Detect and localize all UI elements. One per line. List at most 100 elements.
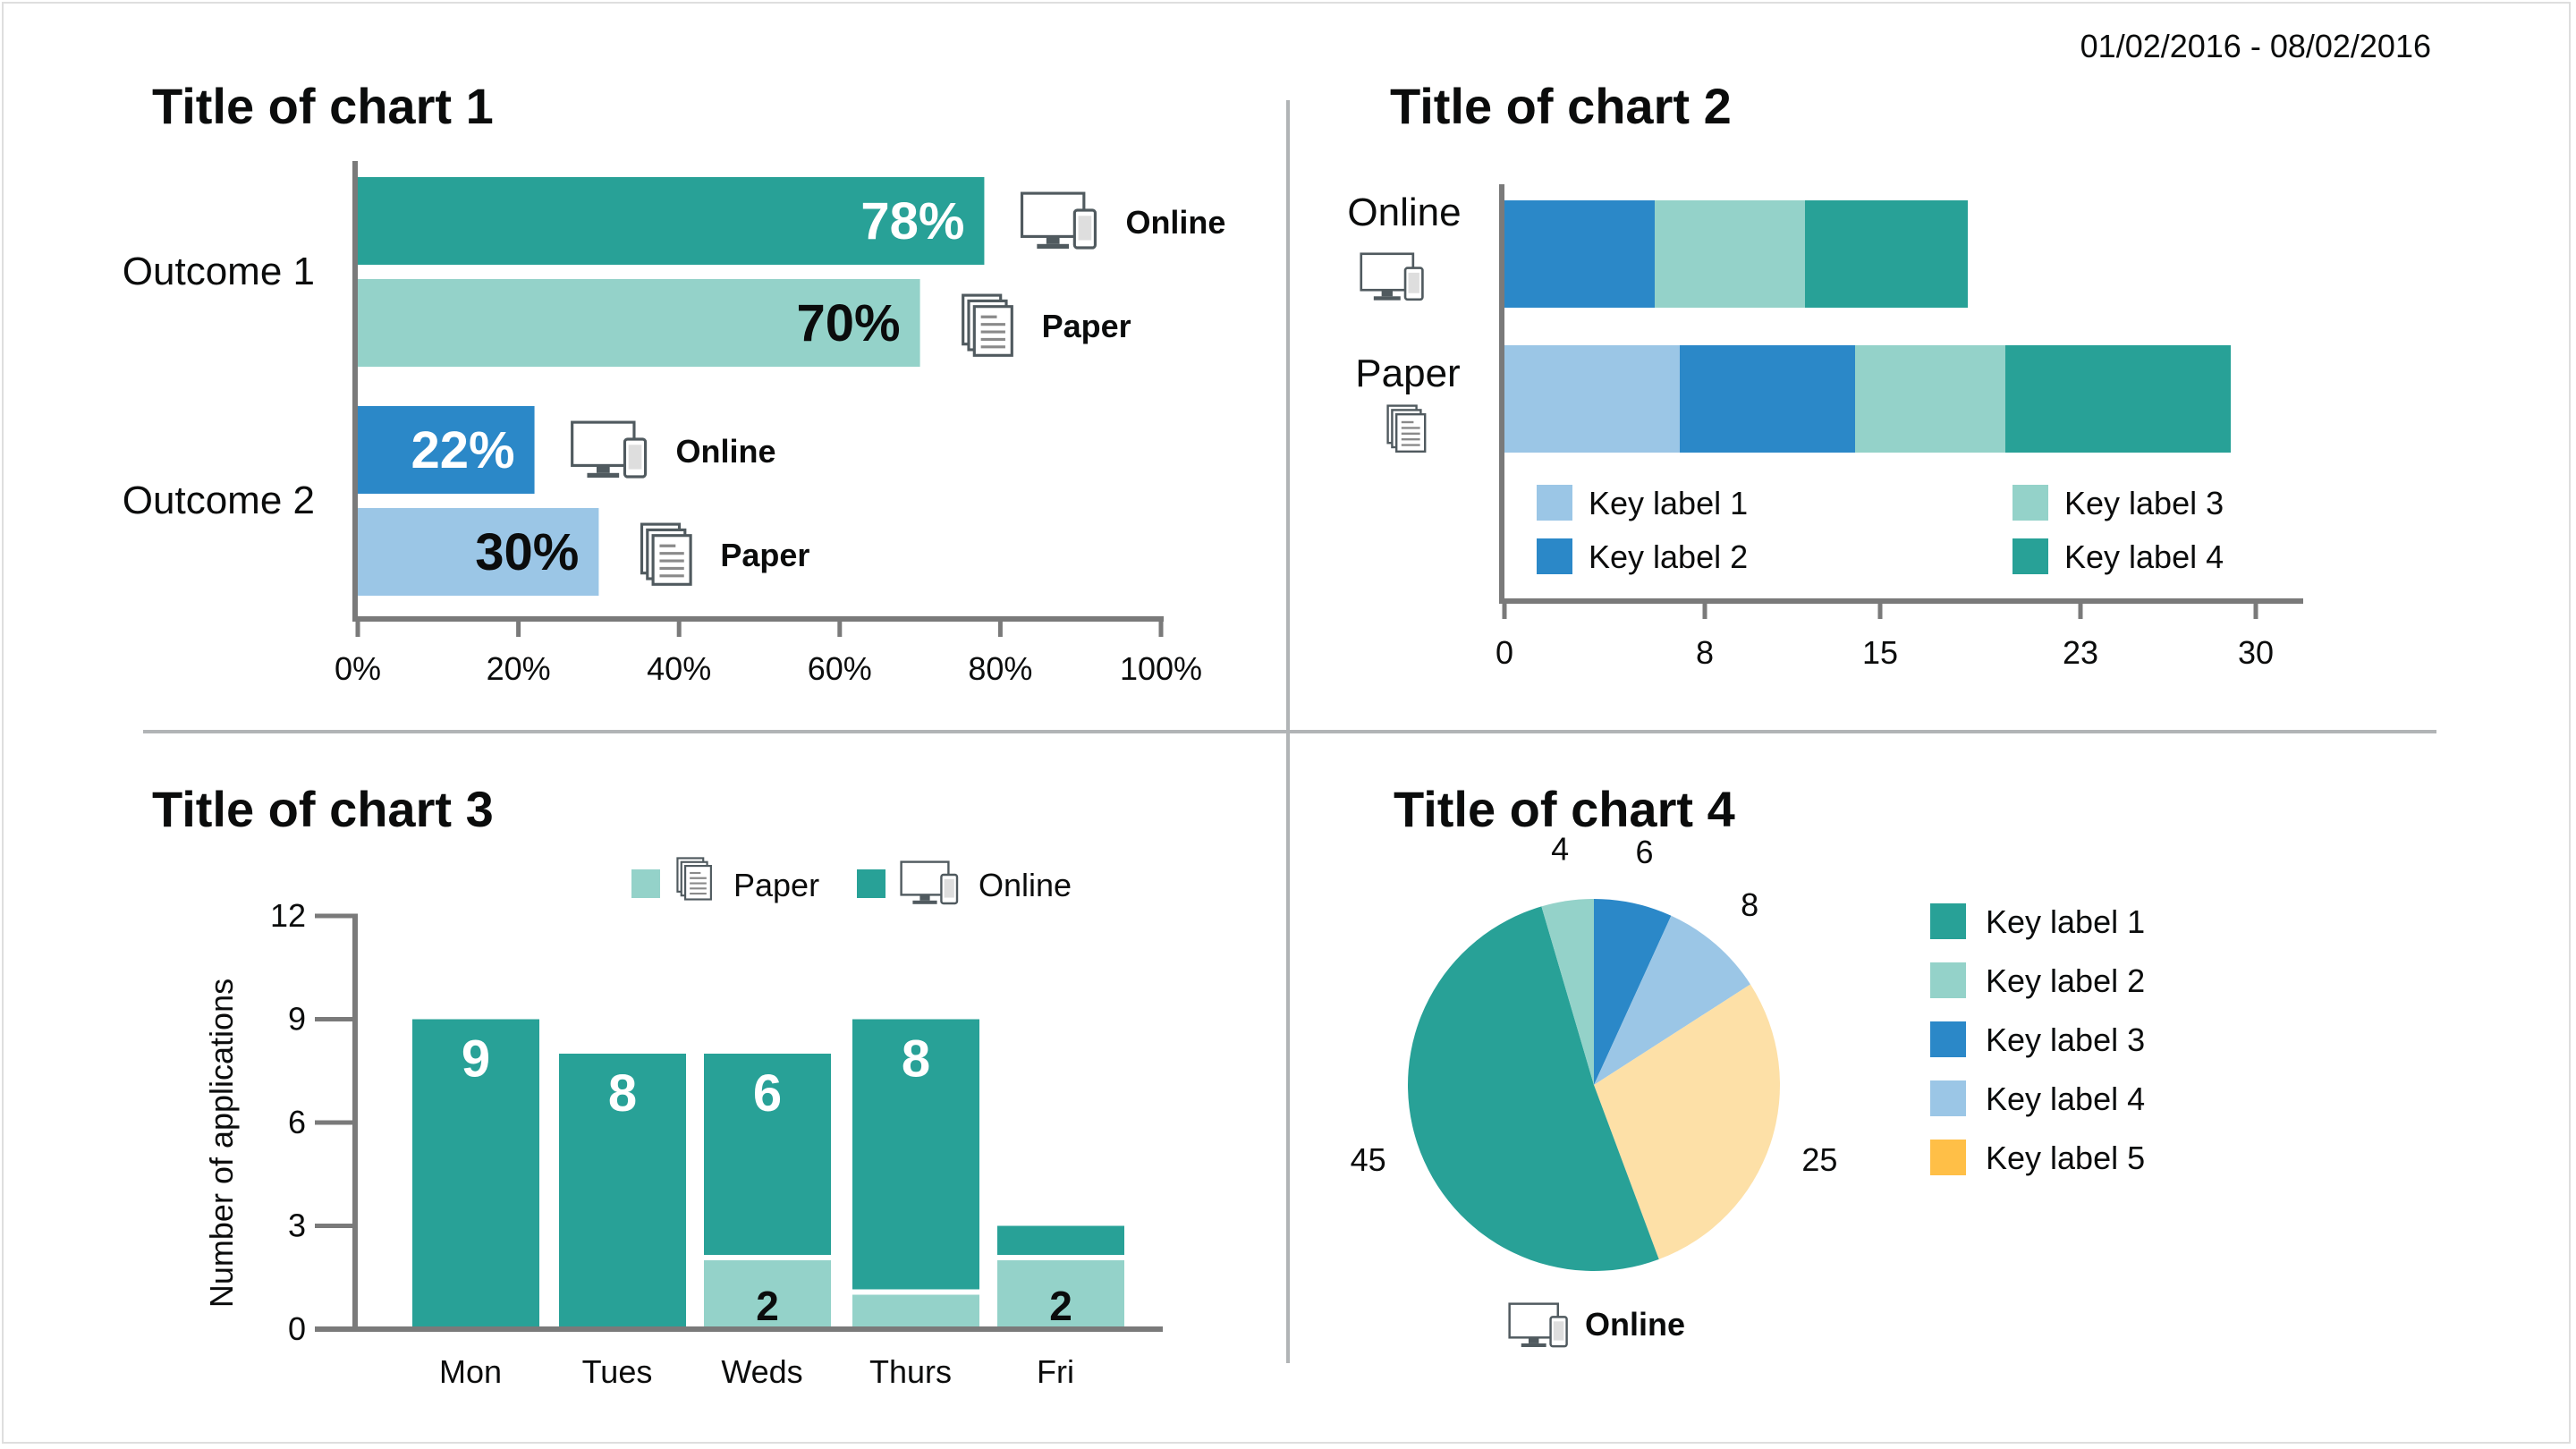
x-tick-label: Fri — [1037, 1353, 1074, 1390]
x-tick-label: Weds — [721, 1353, 802, 1390]
stacked-bar-segment — [2005, 345, 2231, 453]
legend-label: Paper — [733, 867, 819, 903]
x-tick-label: Thurs — [869, 1353, 952, 1390]
legend-swatch — [1930, 962, 1966, 998]
legend-swatch — [1930, 1140, 1966, 1175]
bar-online — [412, 1019, 539, 1329]
x-tick-label: Mon — [439, 1353, 502, 1390]
y-tick-label: 0 — [288, 1310, 306, 1347]
stacked-bar-segment — [1504, 345, 1680, 453]
chart-4-title: Title of chart 4 — [1394, 781, 1735, 837]
x-tick-label: 30 — [2238, 634, 2274, 671]
legend-swatch — [1930, 1080, 1966, 1116]
chart-2-title: Title of chart 2 — [1390, 78, 1732, 134]
pie-slice — [1594, 899, 1672, 1085]
stacked-bar-segment — [1805, 200, 1968, 308]
bar-value-label: 6 — [753, 1064, 782, 1123]
legend-swatch — [631, 869, 660, 898]
bar — [358, 279, 920, 367]
stacked-bar-segment — [1655, 200, 1805, 308]
legend-label: Key label 1 — [1589, 485, 1748, 521]
dividers — [143, 100, 2436, 1363]
legend-label: Key label 5 — [1986, 1140, 2145, 1176]
pie-value-label: 25 — [1801, 1141, 1837, 1178]
bar-online — [559, 1054, 686, 1329]
bar-value-label: 70% — [797, 294, 901, 352]
pie-slice — [1541, 899, 1594, 1085]
online-icon — [571, 420, 648, 479]
monitor-base-shape — [1521, 1343, 1546, 1348]
pie-slice — [1594, 984, 1781, 1259]
paper-icon — [962, 293, 1013, 357]
online-icon — [1360, 252, 1424, 301]
phone-screen-shape — [1078, 216, 1092, 241]
legend-swatch — [1537, 538, 1572, 574]
series-label: Paper — [720, 537, 809, 573]
bar-value-label: 8 — [902, 1030, 930, 1089]
monitor-base-shape — [1373, 296, 1401, 301]
monitor-base-shape — [1037, 243, 1070, 250]
x-tick-label: 8 — [1696, 634, 1714, 671]
y-axis-label: Number of applications — [203, 979, 240, 1308]
bar-online — [852, 1019, 979, 1290]
online-icon — [1020, 191, 1097, 250]
monitor-base-shape — [587, 472, 620, 479]
paper-icon — [676, 857, 712, 901]
chart-2: Title of chart 2 Online Paper 0 8 15 23 30 Key … — [1347, 78, 2303, 671]
online-icon — [1508, 1302, 1568, 1348]
chart-1-title: Title of chart 1 — [152, 78, 494, 134]
online-icon — [900, 860, 959, 905]
legend-label: Key label 3 — [1986, 1021, 2145, 1058]
legend-label: Key label 4 — [2064, 538, 2224, 575]
monitor-stand-shape — [596, 465, 610, 473]
bar-value-label: 2 — [756, 1283, 779, 1329]
x-tick-label: 60% — [808, 650, 872, 687]
bar-paper — [997, 1260, 1124, 1329]
bar-value-label: 9 — [462, 1030, 490, 1089]
legend-label: Key label 2 — [1986, 962, 2145, 999]
stacked-bar-segment — [1680, 345, 1855, 453]
bar — [358, 177, 985, 265]
monitor-stand-shape — [1528, 1337, 1539, 1343]
y-tick-label: 9 — [288, 1001, 306, 1038]
x-tick-label: 20% — [487, 650, 551, 687]
legend-label: Key label 3 — [2064, 485, 2224, 521]
phone-screen-shape — [1553, 1321, 1564, 1341]
legend-label: Key label 4 — [1986, 1080, 2145, 1117]
monitor-stand-shape — [1381, 290, 1393, 297]
category-label: Outcome 2 — [123, 479, 315, 522]
chart-1: Title of chart 1 Outcome 1 78% Online 70% Pa… — [123, 78, 1226, 687]
category-label: Online — [1347, 191, 1461, 234]
pie-value-label: 45 — [1351, 1141, 1386, 1178]
x-tick-label: Tues — [582, 1353, 653, 1390]
stacked-bar-segment — [1504, 200, 1655, 308]
phone-screen-shape — [628, 445, 642, 470]
date-range: 01/02/2016 - 08/02/2016 — [2080, 28, 2431, 64]
monitor-stand-shape — [919, 894, 930, 901]
bar — [358, 508, 599, 596]
category-label: Outcome 1 — [123, 250, 315, 293]
legend-swatch — [2012, 538, 2048, 574]
stacked-bar-segment — [1855, 345, 2005, 453]
legend-swatch — [2012, 485, 2048, 521]
x-tick-label: 40% — [647, 650, 711, 687]
monitor-base-shape — [912, 900, 937, 904]
series-label: Paper — [1042, 308, 1131, 344]
bar-value-label: 30% — [475, 523, 579, 581]
paper-icon — [640, 522, 692, 586]
x-tick-label: 23 — [2063, 634, 2098, 671]
monitor-stand-shape — [1046, 236, 1060, 244]
pie-slice — [1594, 915, 1750, 1085]
bar-online — [704, 1054, 831, 1255]
legend-swatch — [1930, 1021, 1966, 1057]
pie-value-label: 4 — [1551, 831, 1569, 868]
legend-swatch — [857, 869, 886, 898]
bar-value-label: 8 — [608, 1064, 637, 1123]
x-tick-label: 80% — [968, 650, 1032, 687]
legend-swatch — [1537, 485, 1572, 521]
bar-value-label: 78% — [860, 192, 964, 250]
phone-screen-shape — [944, 878, 954, 898]
